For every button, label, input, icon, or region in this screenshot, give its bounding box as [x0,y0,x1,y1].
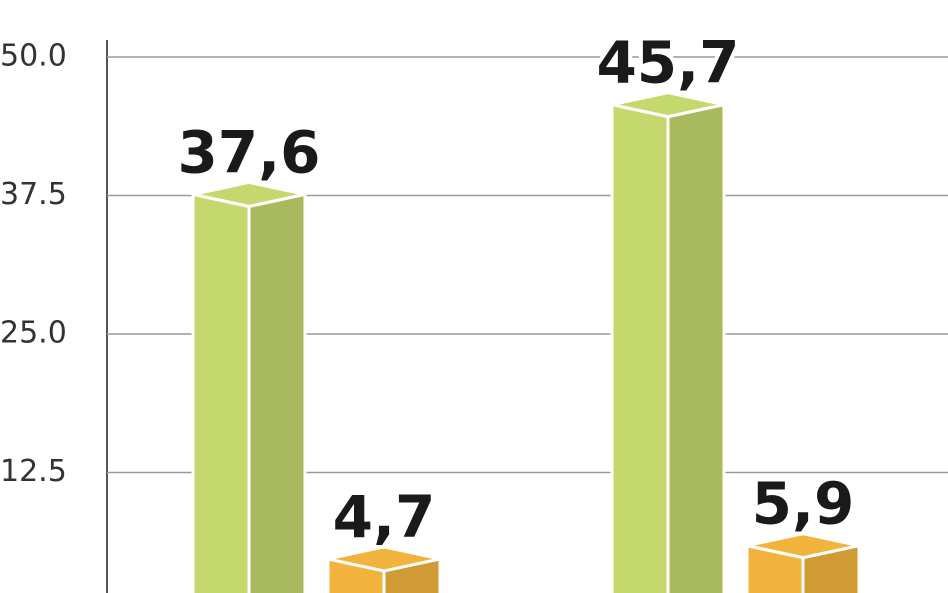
bar-face [191,192,251,593]
bar [610,91,726,593]
bar-top [610,91,726,119]
value-label: 37,6 [177,118,320,186]
y-tick-label: 25.0 [0,316,67,351]
bar [191,180,307,593]
value-label: 5,9 [752,470,855,538]
bar-top [326,545,442,573]
bar [326,545,442,593]
bar-face [666,103,726,593]
bar-face [610,103,670,593]
y-tick-label: 50.0 [0,39,67,74]
bar-face [247,192,307,593]
y-tick-label: 37.5 [0,177,67,212]
bar [745,532,861,593]
value-label: 4,7 [333,483,436,551]
bar-top [745,532,861,560]
y-tick-label: 12.5 [0,454,67,489]
bar-top [191,180,307,208]
value-label: 45,7 [596,29,739,97]
